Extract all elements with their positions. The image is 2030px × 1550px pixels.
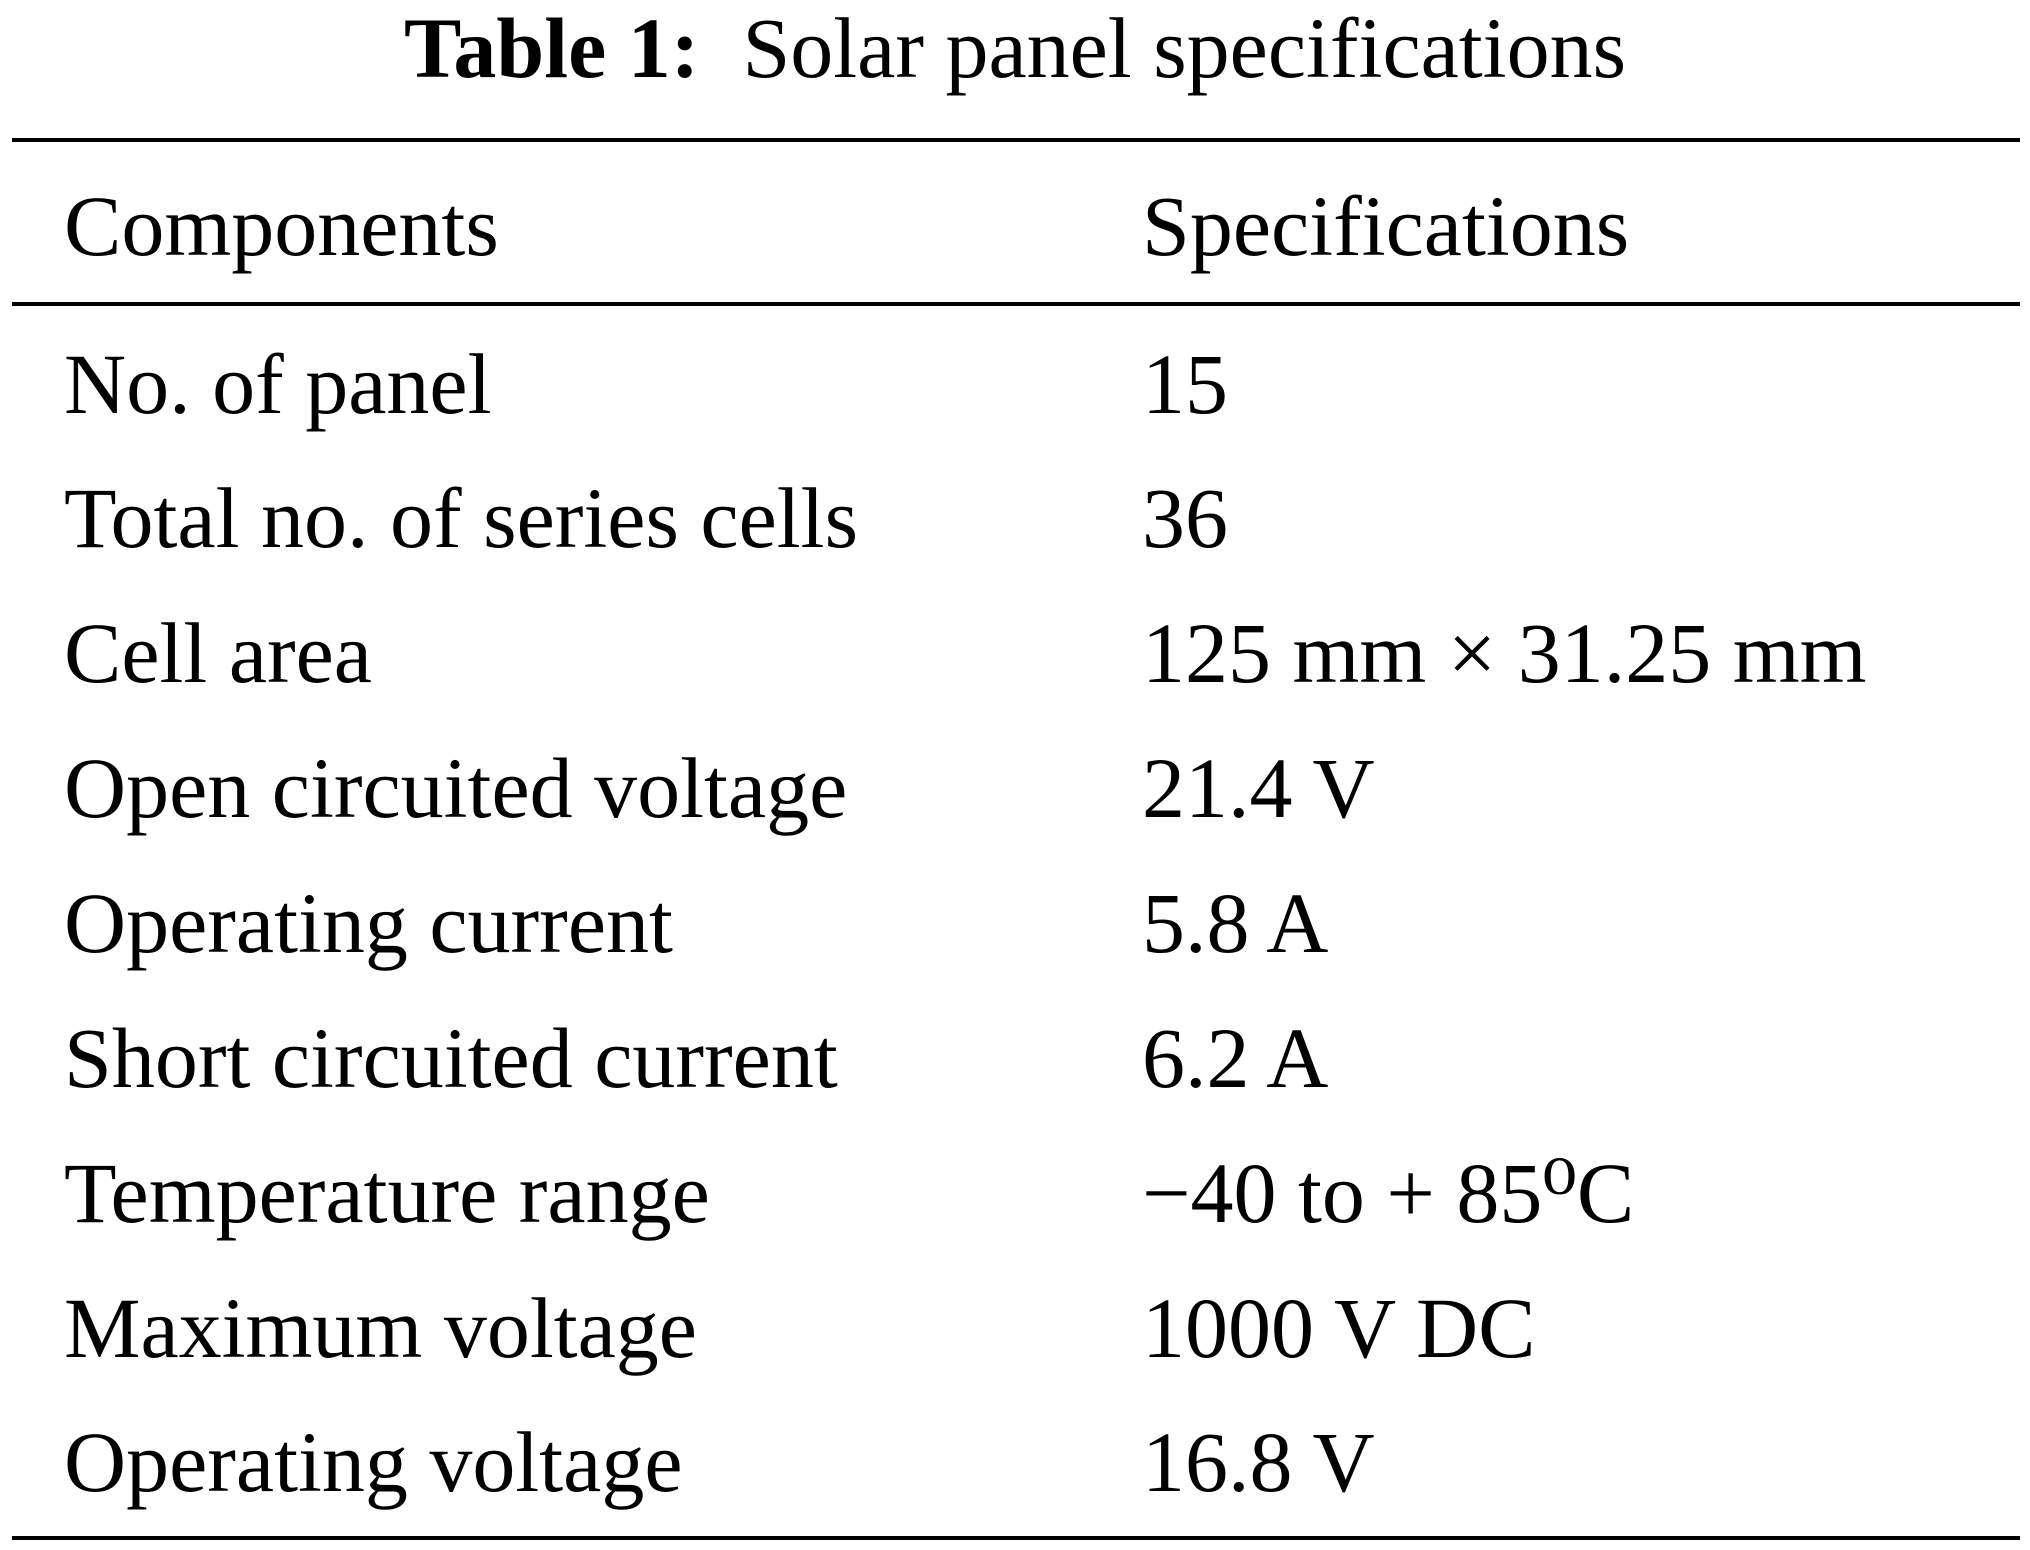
component-cell: Cell area xyxy=(64,605,372,701)
specification-cell: 36 xyxy=(1142,470,1228,566)
component-cell: Maximum voltage xyxy=(64,1280,697,1376)
table-caption-text: Solar panel specifications xyxy=(742,0,1627,96)
table-row: No. of panel 15 xyxy=(0,334,2030,470)
specification-cell: 125 mm × 31.25 mm xyxy=(1142,605,1867,701)
table-row: Open circuited voltage 21.4 V xyxy=(0,738,2030,874)
table-header-rule xyxy=(12,302,2020,306)
table-row: Temperature range −40 to + 85⁰C xyxy=(0,1143,2030,1279)
table-row: Cell area 125 mm × 31.25 mm xyxy=(0,603,2030,739)
column-header-components: Components xyxy=(64,178,499,274)
specification-cell: 15 xyxy=(1142,336,1228,432)
component-cell: Operating voltage xyxy=(64,1414,683,1510)
table-row: Operating current 5.8 A xyxy=(0,873,2030,1009)
table-top-rule xyxy=(12,138,2020,142)
column-header-specifications: Specifications xyxy=(1142,178,1630,274)
component-cell: Temperature range xyxy=(64,1145,710,1241)
specification-cell: 1000 V DC xyxy=(1142,1280,1536,1376)
table-bottom-rule xyxy=(12,1536,2020,1540)
component-cell: Operating current xyxy=(64,875,673,971)
table-caption: Table 1: Solar panel specifications xyxy=(0,0,2030,110)
table-row: Short circuited current 6.2 A xyxy=(0,1008,2030,1144)
component-cell: Open circuited voltage xyxy=(64,740,848,836)
component-cell: No. of panel xyxy=(64,336,492,432)
specification-cell: 6.2 A xyxy=(1142,1010,1329,1106)
table-row: Operating voltage 16.8 V xyxy=(0,1412,2030,1548)
specification-cell: 16.8 V xyxy=(1142,1414,1375,1510)
specification-cell: −40 to + 85⁰C xyxy=(1142,1145,1635,1241)
component-cell: Total no. of series cells xyxy=(64,470,859,566)
component-cell: Short circuited current xyxy=(64,1010,838,1106)
specification-cell: 5.8 A xyxy=(1142,875,1329,971)
specification-cell: 21.4 V xyxy=(1142,740,1375,836)
table-row: Total no. of series cells 36 xyxy=(0,468,2030,604)
table-row: Maximum voltage 1000 V DC xyxy=(0,1278,2030,1414)
table-caption-label: Table 1: xyxy=(403,0,700,96)
